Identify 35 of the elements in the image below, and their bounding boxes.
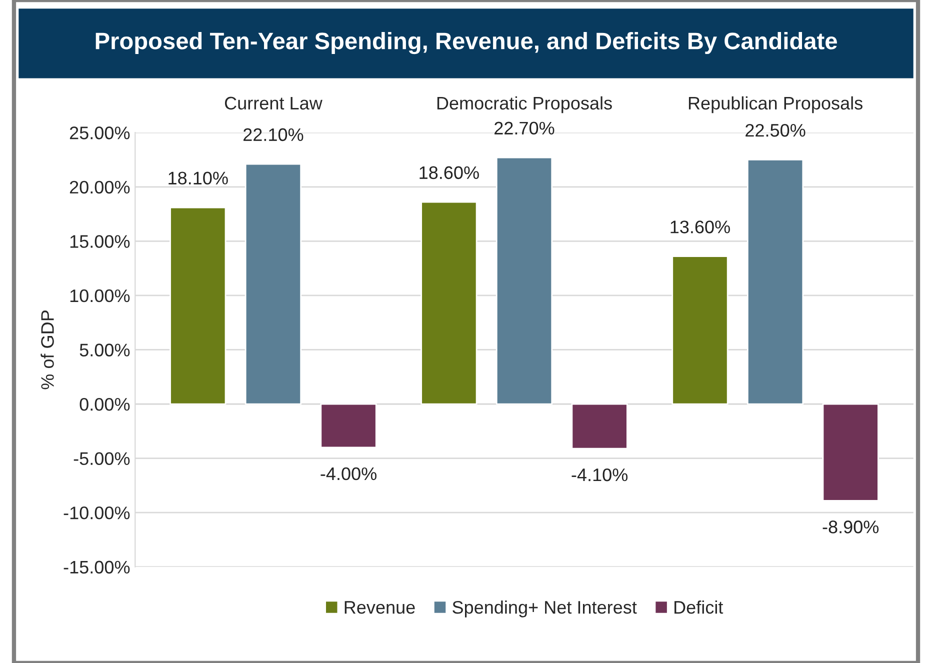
bar: [320, 403, 377, 448]
data-label: 18.10%: [168, 172, 228, 184]
data-label: 22.70%: [494, 122, 554, 135]
data-label: 22.10%: [244, 128, 304, 142]
bar: [244, 163, 302, 405]
y-tick-label: 15.00%: [70, 235, 130, 248]
legend-label: Revenue: [344, 601, 415, 614]
x-tick-label: Republican Proposals: [688, 96, 862, 114]
y-tick-label: -5.00%: [74, 452, 130, 466]
y-tick-label: 10.00%: [70, 289, 130, 302]
data-label: 22.50%: [746, 124, 806, 137]
x-tick-label: Democratic Proposals: [437, 96, 612, 114]
y-axis-title: % of GDP: [40, 310, 54, 390]
y-tick-label: 20.00%: [70, 180, 130, 194]
data-label: 13.60%: [670, 220, 730, 234]
bar: [571, 403, 628, 450]
bar: [496, 156, 553, 405]
bar: [746, 159, 804, 405]
y-tick-label: 25.00%: [70, 126, 130, 140]
chart-title: Proposed Ten-Year Spending, Revenue, and Deficits By Candidate: [96, 32, 837, 54]
data-label: -4.00%: [320, 467, 376, 480]
legend-label: Spending+ Net Interest: [452, 600, 637, 618]
y-tick-label: -15.00%: [64, 560, 130, 574]
x-tick-label: Current Law: [224, 96, 322, 110]
bar: [420, 201, 478, 405]
data-label: -8.90%: [822, 520, 879, 534]
data-label: 18.60%: [420, 166, 479, 180]
y-tick-label: 5.00%: [80, 344, 130, 356]
data-label: -4.10%: [572, 468, 628, 482]
bar: [672, 256, 728, 405]
y-tick-label: -10.00%: [64, 506, 130, 520]
legend-label: Deficit: [674, 600, 724, 614]
bar: [822, 403, 879, 502]
bar: [170, 206, 226, 405]
y-tick-label: 0.00%: [80, 398, 130, 411]
